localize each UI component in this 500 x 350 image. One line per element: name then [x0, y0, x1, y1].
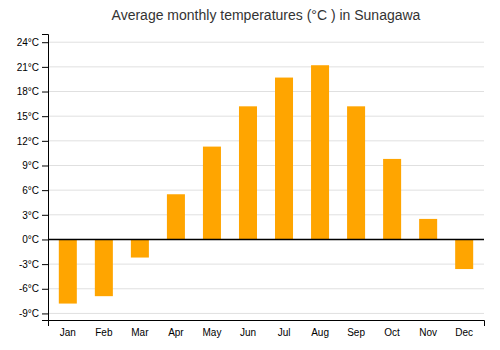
x-tick: Jun: [240, 327, 256, 338]
y-tick-mark: [42, 141, 48, 142]
bar: [383, 159, 401, 240]
y-tick: 6°C: [22, 185, 48, 196]
y-axis: -9°C -6°C -3°C 0°C 3°C 6°C 9°C 12°C 15°C 18°C 21°C…: [17, 35, 49, 321]
x-tick: Mar: [131, 327, 149, 338]
x-tick: Jul: [278, 327, 291, 338]
grid-line: [48, 190, 484, 191]
x-tick-label: Apr: [168, 327, 184, 338]
x-tick: Feb: [95, 327, 113, 338]
grid-line: [48, 165, 484, 166]
bar: [455, 239, 473, 269]
grid-line: [48, 140, 484, 141]
bar: [347, 106, 365, 239]
y-tick: 12°C: [17, 136, 48, 147]
x-axis-line: [49, 321, 485, 327]
title: Average monthly temperatures (°C ) in Su…: [112, 7, 421, 23]
bar: [95, 239, 113, 296]
y-tick: 0°C: [22, 234, 48, 245]
y-tick-mark: [42, 165, 48, 166]
y-tick-label: 12°C: [17, 136, 39, 147]
y-tick-label: 9°C: [22, 160, 39, 171]
grid-line: [48, 264, 484, 265]
y-tick-label: 21°C: [17, 62, 39, 73]
grid-line: [48, 66, 484, 67]
y-tick: 24°C: [17, 37, 48, 48]
grid: [48, 42, 484, 313]
y-tick: 18°C: [17, 86, 48, 97]
y-tick-mark: [42, 264, 48, 265]
plot: -9°C -6°C -3°C 0°C 3°C 6°C 9°C 12°C 15°C 18°C 21°C…: [17, 35, 485, 339]
y-tick-label: 18°C: [17, 86, 39, 97]
bar: [59, 239, 77, 303]
bar: [239, 106, 257, 239]
bar: [203, 147, 221, 240]
x-tick-label: Aug: [311, 327, 329, 338]
x-tick: Jan: [60, 327, 76, 338]
y-tick-mark: [42, 92, 48, 93]
y-tick-mark: [42, 116, 48, 117]
x-tick: Nov: [419, 327, 437, 338]
y-tick-mark: [42, 313, 48, 314]
x-tick: Aug: [311, 327, 329, 338]
y-tick-label: 24°C: [17, 37, 39, 48]
grid-line: [48, 116, 484, 117]
grid-line: [48, 91, 484, 92]
y-tick: -9°C: [19, 308, 48, 319]
y-tick-mark: [42, 239, 48, 240]
y-tick: 21°C: [17, 62, 48, 73]
y-tick: -3°C: [19, 259, 48, 270]
y-tick-mark: [42, 215, 48, 216]
x-tick-label: Feb: [95, 327, 113, 338]
bar: [167, 194, 185, 239]
y-tick-label: 0°C: [22, 234, 39, 245]
y-tick-label: -9°C: [19, 308, 39, 319]
x-tick: May: [202, 327, 221, 338]
x-tick-label: May: [202, 327, 221, 338]
y-axis-line: [42, 35, 49, 321]
chart: Average monthly temperatures (°C ) in Su…: [0, 0, 500, 350]
x-tick-label: Dec: [455, 327, 473, 338]
bar: [419, 219, 437, 240]
grid-line: [48, 239, 484, 240]
bars: [48, 65, 484, 303]
bar: [131, 239, 149, 257]
y-tick: -6°C: [19, 283, 48, 294]
grid-line: [48, 42, 484, 43]
x-tick: Dec: [455, 327, 473, 338]
x-tick: Oct: [384, 327, 400, 338]
y-tick-mark: [42, 67, 48, 68]
grid-line: [48, 313, 484, 314]
x-tick-label: Nov: [419, 327, 437, 338]
x-tick: Sep: [347, 327, 365, 338]
grid-line: [48, 288, 484, 289]
x-tick-label: Mar: [131, 327, 149, 338]
y-tick-label: 3°C: [22, 210, 39, 221]
y-tick-label: -6°C: [19, 283, 39, 294]
y-tick-mark: [42, 190, 48, 191]
y-tick: 15°C: [17, 111, 48, 122]
x-axis: Jan Feb Mar Apr May Jun Jul Aug Sep Oct Nov Dec: [49, 321, 485, 339]
x-tick-label: Jul: [278, 327, 291, 338]
y-tick-mark: [42, 42, 48, 43]
y-tick-mark: [42, 289, 48, 290]
x-tick-label: Oct: [384, 327, 400, 338]
bar: [275, 78, 293, 240]
y-tick-label: 15°C: [17, 111, 39, 122]
grid-line: [48, 214, 484, 215]
x-tick-label: Jun: [240, 327, 256, 338]
bar: [311, 65, 329, 239]
x-tick: Apr: [168, 327, 184, 338]
x-tick-label: Sep: [347, 327, 365, 338]
y-tick: 9°C: [22, 160, 48, 171]
y-tick: 3°C: [22, 210, 48, 221]
y-tick-label: -3°C: [19, 259, 39, 270]
baseline: [48, 239, 484, 241]
x-tick-label: Jan: [60, 327, 76, 338]
y-tick-label: 6°C: [22, 185, 39, 196]
